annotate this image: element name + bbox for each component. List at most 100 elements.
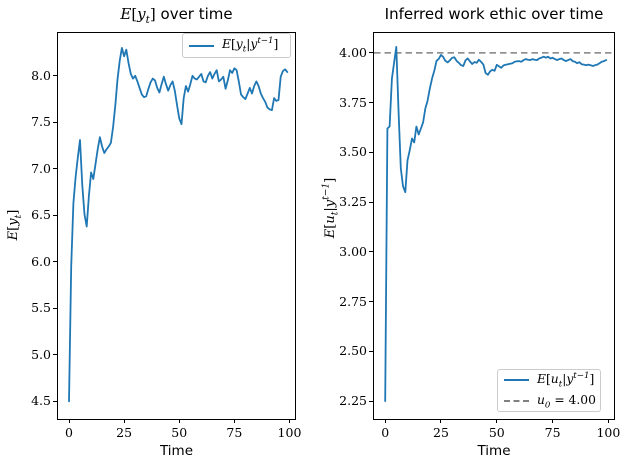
text-token: [ <box>131 5 138 23</box>
x-tick-mark <box>552 419 554 423</box>
x-tick-label: 75 <box>544 425 561 440</box>
text-token: u <box>322 215 338 224</box>
left-x-axis-label: Time <box>159 443 194 459</box>
text-token: y <box>6 218 22 226</box>
x-tick-mark <box>233 419 235 423</box>
right-plot-area: 0 25 50 75 100 2.25 2.50 2.75 3.00 3.25 3.50 3.75 4.… <box>339 32 620 440</box>
y-tick-label: 6.5 <box>31 207 51 223</box>
x-tick-label: 75 <box>226 425 243 440</box>
y-tick-label: 6.0 <box>31 253 51 269</box>
text-token: t−1 <box>257 36 274 47</box>
legend-entry: E[ut|yt−1] <box>504 371 594 390</box>
y-tick-label: 2.25 <box>339 393 367 409</box>
text-token: ] <box>6 209 22 215</box>
text-token: = 4.00 <box>550 392 596 407</box>
y-tick-mark <box>369 301 373 303</box>
text-token: y <box>250 37 258 52</box>
x-tick-mark <box>496 419 498 423</box>
right-x-axis-label: Time <box>477 443 511 459</box>
text-token: E <box>537 372 546 387</box>
y-tick-label: 7.5 <box>31 114 51 130</box>
right-plot-legend: E[ut|yt−1] u0 = 4.00 <box>497 369 601 412</box>
text-token: t <box>13 214 24 219</box>
text-token: t <box>242 44 247 55</box>
x-tick-mark <box>440 419 442 423</box>
legend-entry: u0 = 4.00 <box>504 392 596 410</box>
text-token: E <box>120 5 132 23</box>
text-token: ] <box>589 372 595 387</box>
text-token: ] <box>322 177 338 183</box>
text-token: E <box>6 230 22 241</box>
y-tick-label: 8.0 <box>31 67 51 83</box>
y-tick-mark <box>53 261 57 263</box>
solid-line-swatch-icon <box>504 379 529 382</box>
y-tick-label: 7.0 <box>31 160 51 176</box>
y-tick-label: 2.75 <box>339 293 367 309</box>
x-tick-mark <box>68 419 70 423</box>
x-tick-mark <box>178 419 180 423</box>
y-tick-mark <box>369 52 373 54</box>
y-tick-mark <box>53 121 57 123</box>
y-tick-label: 3.00 <box>339 243 367 259</box>
text-token: ] <box>149 5 156 23</box>
text-token: [ <box>545 372 551 387</box>
x-tick-label: 50 <box>488 425 505 440</box>
y-tick-mark <box>53 168 57 170</box>
text-token: Inferred work ethic over time <box>384 5 604 23</box>
y-tick-mark <box>369 400 373 402</box>
text-token: t <box>558 379 563 390</box>
y-tick-mark <box>369 251 373 253</box>
x-tick-label: 25 <box>433 425 449 440</box>
x-tick-mark <box>384 419 386 423</box>
text-token: y <box>137 5 146 23</box>
series-line <box>68 47 289 403</box>
text-token: over time <box>155 5 233 23</box>
y-tick-mark <box>53 354 57 356</box>
text-token: 0 <box>544 400 551 410</box>
left-plot-title: E[yt] over time <box>57 5 296 30</box>
x-tick-label: 0 <box>65 425 73 440</box>
plot-canvas <box>374 46 614 402</box>
plot-canvas <box>68 47 289 403</box>
left-y-axis-label: E[yt] <box>6 210 24 241</box>
text-token: | <box>562 372 567 387</box>
solid-line-swatch-icon <box>189 44 214 47</box>
y-tick-label: 5.0 <box>31 346 51 362</box>
y-tick-mark <box>53 400 57 402</box>
text-token: [ <box>6 225 22 231</box>
text-token: E <box>222 37 231 52</box>
x-tick-label: 0 <box>381 425 390 440</box>
x-tick-label: 100 <box>277 425 302 440</box>
text-token: | <box>322 207 338 212</box>
x-tick-label: 100 <box>596 425 621 440</box>
text-token: y <box>566 372 574 387</box>
x-tick-mark <box>607 419 609 423</box>
y-tick-mark <box>369 151 373 153</box>
text-token: t−1 <box>573 371 590 381</box>
text-token: ] <box>273 37 279 52</box>
text-token: [ <box>230 37 236 52</box>
y-tick-mark <box>53 75 57 77</box>
text-token: y <box>235 37 243 52</box>
text-token: y <box>322 199 338 208</box>
y-tick-mark <box>369 201 373 203</box>
right-plot-title: Inferred work ethic over time <box>373 5 615 24</box>
y-tick-label: 3.75 <box>339 94 367 110</box>
left-plot-legend: E[yt|yt−1] <box>182 33 291 58</box>
series-line <box>384 46 608 402</box>
text-token: t <box>145 14 150 26</box>
y-tick-label: 4.5 <box>31 393 51 409</box>
left-plot-area: 0 25 50 75 100 4.5 5.0 5.5 6.0 6.5 7.0 7.5 8.0 <box>31 32 301 440</box>
right-y-axis-label: E[ut|yt−1] <box>322 178 341 239</box>
text-token: [ <box>322 223 338 229</box>
y-tick-mark <box>53 214 57 216</box>
dashed-line-swatch-icon <box>504 400 529 403</box>
text-token: u <box>537 392 545 407</box>
text-token: t−1 <box>321 182 332 200</box>
y-tick-mark <box>369 102 373 104</box>
x-tick-mark <box>123 419 125 423</box>
y-tick-label: 2.50 <box>339 343 367 359</box>
x-tick-label: 50 <box>171 425 188 440</box>
text-token: u <box>550 372 559 387</box>
